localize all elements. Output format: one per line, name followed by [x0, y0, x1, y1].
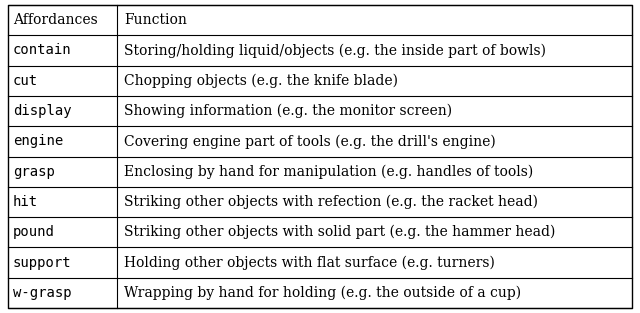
- Text: Striking other objects with refection (e.g. the racket head): Striking other objects with refection (e…: [124, 195, 538, 209]
- Text: Covering engine part of tools (e.g. the drill's engine): Covering engine part of tools (e.g. the …: [124, 134, 496, 149]
- Text: Showing information (e.g. the monitor screen): Showing information (e.g. the monitor sc…: [124, 104, 452, 118]
- Text: Function: Function: [124, 13, 187, 27]
- Text: pound: pound: [13, 225, 55, 239]
- Text: Wrapping by hand for holding (e.g. the outside of a cup): Wrapping by hand for holding (e.g. the o…: [124, 286, 522, 300]
- Text: Enclosing by hand for manipulation (e.g. handles of tools): Enclosing by hand for manipulation (e.g.…: [124, 164, 534, 179]
- Text: display: display: [13, 104, 72, 118]
- Text: Chopping objects (e.g. the knife blade): Chopping objects (e.g. the knife blade): [124, 74, 398, 88]
- Text: support: support: [13, 255, 72, 269]
- Text: engine: engine: [13, 134, 63, 148]
- Text: Holding other objects with flat surface (e.g. turners): Holding other objects with flat surface …: [124, 255, 495, 270]
- Text: grasp: grasp: [13, 165, 55, 179]
- Text: cut: cut: [13, 74, 38, 88]
- Text: Striking other objects with solid part (e.g. the hammer head): Striking other objects with solid part (…: [124, 225, 556, 239]
- Text: contain: contain: [13, 44, 72, 58]
- Text: hit: hit: [13, 195, 38, 209]
- Text: w-grasp: w-grasp: [13, 286, 72, 300]
- Text: Storing/holding liquid/objects (e.g. the inside part of bowls): Storing/holding liquid/objects (e.g. the…: [124, 43, 546, 58]
- Text: Affordances: Affordances: [13, 13, 98, 27]
